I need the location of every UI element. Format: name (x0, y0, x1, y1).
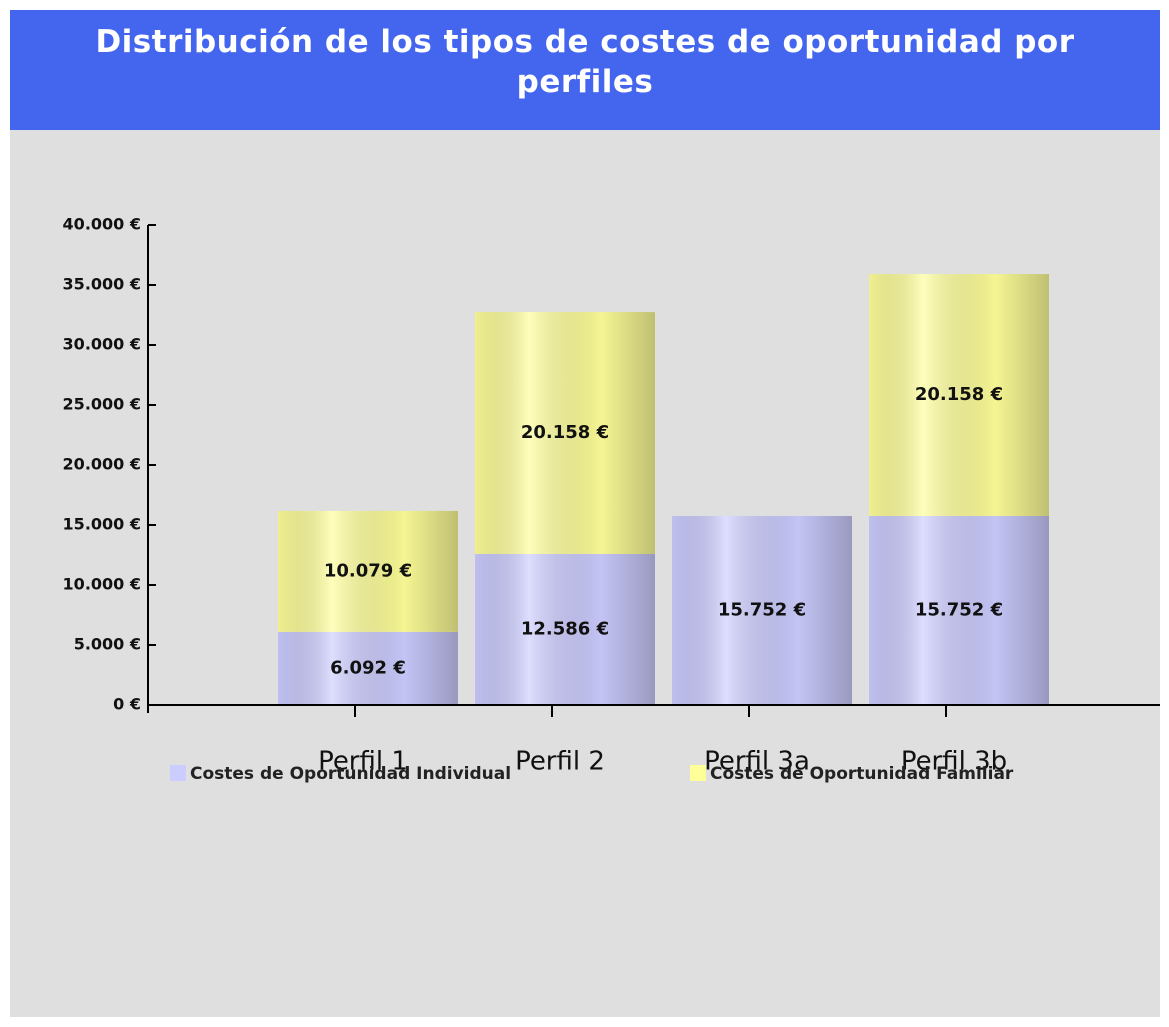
bar-shade (475, 553, 655, 705)
bar-shade (869, 274, 1049, 516)
y-tick-label: 5.000 € (74, 635, 141, 654)
value-label: 20.158 € (521, 422, 609, 443)
y-tick-label: 30.000 € (63, 335, 141, 354)
legend-swatch (690, 765, 706, 781)
bar-shade (475, 312, 655, 554)
value-label: 20.158 € (915, 384, 1003, 405)
title-bar (10, 10, 1160, 130)
x-tick-label: Perfil 2 (515, 747, 605, 777)
value-label: 10.079 € (324, 560, 412, 581)
bar-shade (278, 510, 458, 632)
y-tick-label: 10.000 € (63, 575, 141, 594)
value-label: 12.586 € (521, 618, 609, 639)
x-tick-label: Perfil 1 (318, 747, 408, 777)
x-tick-label: Perfil 3b (901, 747, 1007, 777)
value-label: 15.752 € (915, 599, 1003, 620)
y-tick-label: 35.000 € (63, 275, 141, 294)
x-tick-label: Perfil 3a (704, 747, 810, 777)
y-tick-label: 25.000 € (63, 395, 141, 414)
legend-label: Costes de Oportunidad Individual (190, 764, 511, 784)
value-label: 6.092 € (330, 657, 406, 678)
bar-shade (869, 515, 1049, 705)
legend-swatch (170, 765, 186, 781)
value-label: 15.752 € (718, 599, 806, 620)
bar-shade (278, 631, 458, 705)
bar-shade (672, 515, 852, 705)
y-tick-label: 40.000 € (63, 215, 141, 234)
legend-label: Costes de Oportunidad Familiar (710, 764, 1014, 784)
chart-title: Distribución de los tipos de costes de o… (95, 24, 1075, 100)
y-tick-label: 15.000 € (63, 515, 141, 534)
y-tick-label: 0 € (113, 695, 141, 714)
y-tick-label: 20.000 € (63, 455, 141, 474)
